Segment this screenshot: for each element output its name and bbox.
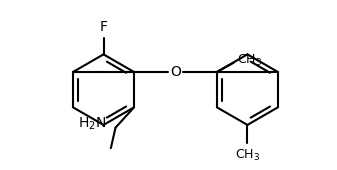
Text: CH$_3$: CH$_3$ xyxy=(237,53,263,68)
Text: CH$_3$: CH$_3$ xyxy=(235,148,260,163)
Text: F: F xyxy=(99,20,108,34)
Text: O: O xyxy=(170,65,181,79)
Text: H$_2$N: H$_2$N xyxy=(78,116,106,132)
